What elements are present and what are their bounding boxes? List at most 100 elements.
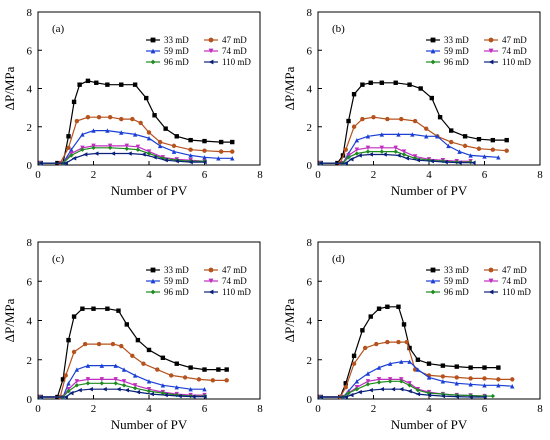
panel-label: (c) xyxy=(52,253,65,265)
data-point xyxy=(426,361,432,366)
data-point xyxy=(318,160,323,166)
legend-marker xyxy=(430,278,436,284)
data-point xyxy=(468,382,473,387)
data-point xyxy=(169,373,174,378)
data-point xyxy=(188,365,193,370)
data-point xyxy=(119,82,124,87)
data-point xyxy=(454,394,459,399)
x-tick-label: 8 xyxy=(257,403,263,415)
data-point xyxy=(105,128,110,133)
data-point xyxy=(130,116,135,122)
data-point xyxy=(91,306,96,311)
chart-panel-2: 0 2 4 6 8 0 2 4 6 8 Number of PV ΔP/MPa (b) 33 mD 47 m… xyxy=(282,7,543,198)
y-tick-label: 0 xyxy=(27,394,33,406)
data-point xyxy=(399,116,404,122)
data-point xyxy=(443,159,448,165)
legend-label: 33 mD xyxy=(444,265,469,275)
data-point xyxy=(401,152,407,157)
data-point xyxy=(462,143,468,149)
data-point xyxy=(385,116,390,122)
data-point xyxy=(80,147,85,152)
series-33-md xyxy=(318,304,501,400)
legend-label: 74 mD xyxy=(222,276,247,286)
data-point xyxy=(429,158,434,164)
chart-panel-1: 0 2 4 6 8 0 2 4 6 8 Number of PV ΔP/MPa (a) 33 mD 47 m… xyxy=(2,7,263,198)
data-point xyxy=(415,367,421,372)
data-point xyxy=(174,361,179,366)
y-tick-label: 2 xyxy=(27,122,33,134)
data-point xyxy=(426,375,432,380)
x-tick-label: 0 xyxy=(35,169,41,181)
data-point xyxy=(376,365,382,370)
legend-label: 47 mD xyxy=(222,265,247,275)
data-point xyxy=(446,143,451,149)
legend-label: 47 mD xyxy=(502,265,527,275)
data-point xyxy=(415,357,421,362)
chart-panel-3: 0 2 4 6 8 0 2 4 6 8 Number of PV ΔP/MPa (c) 33 mD 47 m… xyxy=(2,237,263,432)
data-point xyxy=(71,156,77,161)
data-point xyxy=(116,308,121,313)
data-point xyxy=(343,160,348,166)
y-tick-label: 8 xyxy=(27,237,33,249)
data-point xyxy=(121,367,127,372)
data-point xyxy=(368,387,373,393)
data-point xyxy=(85,114,91,120)
data-point xyxy=(454,375,459,380)
data-point xyxy=(182,375,188,380)
y-tick-label: 4 xyxy=(27,84,33,96)
data-point xyxy=(171,143,177,149)
data-point xyxy=(437,114,443,120)
data-point xyxy=(379,386,385,392)
legend-marker xyxy=(150,289,156,295)
data-point xyxy=(146,136,152,141)
data-point xyxy=(230,139,235,145)
legend-marker xyxy=(208,289,214,295)
data-point xyxy=(354,137,360,143)
data-point xyxy=(163,126,168,131)
legend-marker xyxy=(430,267,436,273)
data-point xyxy=(351,361,357,366)
data-point xyxy=(163,158,168,163)
data-point xyxy=(393,149,398,154)
data-point xyxy=(396,132,401,137)
legend-marker xyxy=(430,59,436,65)
data-point xyxy=(146,379,152,384)
data-point xyxy=(110,151,116,156)
data-point xyxy=(351,353,357,359)
data-point xyxy=(202,148,207,153)
x-tick-label: 2 xyxy=(371,403,377,415)
data-point xyxy=(396,304,401,309)
data-point xyxy=(354,386,360,392)
data-point xyxy=(174,134,179,139)
legend-marker xyxy=(208,48,214,54)
data-point xyxy=(188,137,193,143)
data-point xyxy=(96,341,102,347)
data-point xyxy=(157,143,163,149)
data-point xyxy=(74,379,80,384)
data-point xyxy=(504,137,509,143)
data-point xyxy=(224,367,229,372)
series-59-md xyxy=(318,359,515,400)
data-point xyxy=(454,364,459,369)
data-point xyxy=(124,143,129,149)
data-point xyxy=(80,306,85,311)
data-point xyxy=(88,386,93,392)
data-point xyxy=(468,394,473,400)
data-point xyxy=(424,134,429,139)
data-point xyxy=(77,387,82,393)
data-point xyxy=(365,145,371,150)
legend-marker xyxy=(208,278,214,284)
legend-marker xyxy=(488,267,494,273)
data-point xyxy=(343,394,348,400)
legend-marker xyxy=(208,267,214,273)
data-point xyxy=(155,367,160,372)
data-point xyxy=(401,322,407,327)
data-point xyxy=(38,394,43,400)
data-point xyxy=(371,114,376,120)
data-point xyxy=(490,137,496,143)
data-point xyxy=(174,158,179,164)
data-point xyxy=(379,149,385,154)
legend-marker xyxy=(488,48,494,54)
data-point xyxy=(141,361,146,366)
data-point xyxy=(96,114,102,120)
